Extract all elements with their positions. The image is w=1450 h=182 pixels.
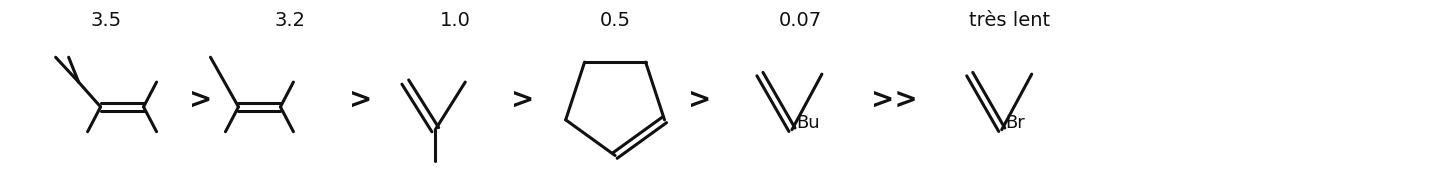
Text: 0.07: 0.07 — [779, 11, 822, 30]
Text: >: > — [188, 86, 212, 114]
Text: 3.5: 3.5 — [90, 11, 122, 30]
Text: 1.0: 1.0 — [439, 11, 471, 30]
Text: >: > — [510, 86, 534, 114]
Text: très lent: très lent — [969, 11, 1050, 30]
Text: Br: Br — [1006, 114, 1025, 132]
Text: Bu: Bu — [796, 114, 819, 132]
Text: >: > — [689, 86, 712, 114]
Text: >>: >> — [871, 86, 918, 114]
Text: 3.2: 3.2 — [276, 11, 306, 30]
Text: >: > — [348, 86, 373, 114]
Text: 0.5: 0.5 — [600, 11, 631, 30]
